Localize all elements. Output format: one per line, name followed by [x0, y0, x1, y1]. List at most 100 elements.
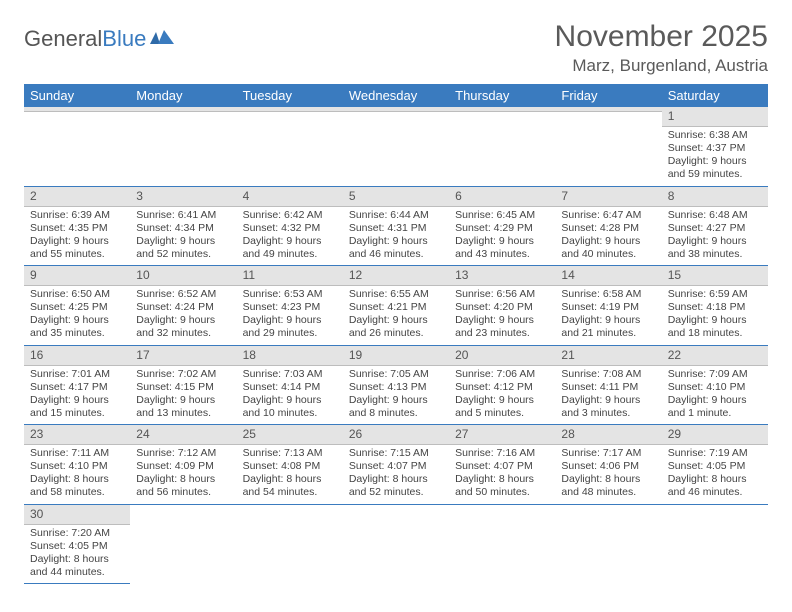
calendar-day-cell: 7Sunrise: 6:47 AMSunset: 4:28 PMDaylight…: [555, 186, 661, 266]
sunset-text: Sunset: 4:08 PM: [243, 460, 337, 473]
sunrise-text: Sunrise: 7:01 AM: [30, 368, 124, 381]
daylight-text: Daylight: 9 hours and 43 minutes.: [455, 235, 549, 261]
day-number-bar: 8: [662, 187, 768, 207]
daylight-text: Daylight: 9 hours and 26 minutes.: [349, 314, 443, 340]
logo-flag-icon: [150, 26, 176, 52]
calendar-day-cell: 11Sunrise: 6:53 AMSunset: 4:23 PMDayligh…: [237, 266, 343, 346]
sunrise-text: Sunrise: 6:59 AM: [668, 288, 762, 301]
sunset-text: Sunset: 4:18 PM: [668, 301, 762, 314]
sunset-text: Sunset: 4:07 PM: [349, 460, 443, 473]
day-number: 10: [130, 266, 236, 285]
day-body: Sunrise: 6:55 AMSunset: 4:21 PMDaylight:…: [343, 286, 449, 345]
weekday-header: Wednesday: [343, 84, 449, 107]
day-number: 6: [449, 187, 555, 206]
day-number-bar: 1: [662, 107, 768, 127]
sunrise-text: Sunrise: 7:20 AM: [30, 527, 124, 540]
sunrise-text: Sunrise: 6:48 AM: [668, 209, 762, 222]
logo-text-general: General: [24, 26, 102, 52]
day-number-bar: [555, 505, 661, 509]
daylight-text: Daylight: 9 hours and 38 minutes.: [668, 235, 762, 261]
day-number-bar: 23: [24, 425, 130, 445]
calendar-day-cell: 16Sunrise: 7:01 AMSunset: 4:17 PMDayligh…: [24, 345, 130, 425]
day-number: 21: [555, 346, 661, 365]
daylight-text: Daylight: 8 hours and 52 minutes.: [349, 473, 443, 499]
calendar-day-cell: 19Sunrise: 7:05 AMSunset: 4:13 PMDayligh…: [343, 345, 449, 425]
day-number: 9: [24, 266, 130, 285]
calendar-day-cell: [130, 107, 236, 186]
sunrise-text: Sunrise: 6:41 AM: [136, 209, 230, 222]
sunset-text: Sunset: 4:10 PM: [30, 460, 124, 473]
day-number-bar: [449, 505, 555, 509]
day-number-bar: [237, 505, 343, 509]
day-number-bar: 17: [130, 346, 236, 366]
daylight-text: Daylight: 9 hours and 21 minutes.: [561, 314, 655, 340]
day-number: 17: [130, 346, 236, 365]
weekday-header: Friday: [555, 84, 661, 107]
day-body: Sunrise: 7:20 AMSunset: 4:05 PMDaylight:…: [24, 525, 130, 584]
calendar-day-cell: 6Sunrise: 6:45 AMSunset: 4:29 PMDaylight…: [449, 186, 555, 266]
day-number: 29: [662, 425, 768, 444]
day-number: 3: [130, 187, 236, 206]
calendar-day-cell: [555, 107, 661, 186]
sunrise-text: Sunrise: 7:05 AM: [349, 368, 443, 381]
daylight-text: Daylight: 9 hours and 23 minutes.: [455, 314, 549, 340]
calendar-day-cell: [237, 504, 343, 584]
day-number: 12: [343, 266, 449, 285]
calendar-day-cell: [130, 504, 236, 584]
sunrise-text: Sunrise: 7:17 AM: [561, 447, 655, 460]
sunset-text: Sunset: 4:23 PM: [243, 301, 337, 314]
daylight-text: Daylight: 9 hours and 46 minutes.: [349, 235, 443, 261]
day-body: Sunrise: 7:11 AMSunset: 4:10 PMDaylight:…: [24, 445, 130, 504]
day-body: Sunrise: 6:38 AMSunset: 4:37 PMDaylight:…: [662, 127, 768, 186]
sunrise-text: Sunrise: 6:55 AM: [349, 288, 443, 301]
day-number-bar: 3: [130, 187, 236, 207]
sunset-text: Sunset: 4:14 PM: [243, 381, 337, 394]
calendar-week-row: 30Sunrise: 7:20 AMSunset: 4:05 PMDayligh…: [24, 504, 768, 584]
calendar-day-cell: [449, 107, 555, 186]
sunrise-text: Sunrise: 7:12 AM: [136, 447, 230, 460]
day-body: Sunrise: 7:06 AMSunset: 4:12 PMDaylight:…: [449, 366, 555, 425]
day-number: 15: [662, 266, 768, 285]
day-number: 1: [662, 107, 768, 126]
sunset-text: Sunset: 4:12 PM: [455, 381, 549, 394]
daylight-text: Daylight: 9 hours and 10 minutes.: [243, 394, 337, 420]
calendar-table: Sunday Monday Tuesday Wednesday Thursday…: [24, 84, 768, 584]
daylight-text: Daylight: 8 hours and 50 minutes.: [455, 473, 549, 499]
calendar-day-cell: 15Sunrise: 6:59 AMSunset: 4:18 PMDayligh…: [662, 266, 768, 346]
day-number-bar: 15: [662, 266, 768, 286]
calendar-day-cell: 2Sunrise: 6:39 AMSunset: 4:35 PMDaylight…: [24, 186, 130, 266]
weekday-header: Thursday: [449, 84, 555, 107]
day-number-bar: 22: [662, 346, 768, 366]
sunset-text: Sunset: 4:35 PM: [30, 222, 124, 235]
day-number: 5: [343, 187, 449, 206]
day-body: Sunrise: 6:39 AMSunset: 4:35 PMDaylight:…: [24, 207, 130, 266]
day-number-bar: 20: [449, 346, 555, 366]
day-body: Sunrise: 7:02 AMSunset: 4:15 PMDaylight:…: [130, 366, 236, 425]
calendar-week-row: 1Sunrise: 6:38 AMSunset: 4:37 PMDaylight…: [24, 107, 768, 186]
calendar-day-cell: 21Sunrise: 7:08 AMSunset: 4:11 PMDayligh…: [555, 345, 661, 425]
day-body: Sunrise: 6:56 AMSunset: 4:20 PMDaylight:…: [449, 286, 555, 345]
sunset-text: Sunset: 4:31 PM: [349, 222, 443, 235]
day-number: 27: [449, 425, 555, 444]
daylight-text: Daylight: 8 hours and 54 minutes.: [243, 473, 337, 499]
day-number-bar: [662, 505, 768, 509]
day-number-bar: 25: [237, 425, 343, 445]
sunrise-text: Sunrise: 7:08 AM: [561, 368, 655, 381]
day-number-bar: [449, 107, 555, 112]
daylight-text: Daylight: 8 hours and 48 minutes.: [561, 473, 655, 499]
sunrise-text: Sunrise: 6:58 AM: [561, 288, 655, 301]
calendar-day-cell: 25 Sunrise: 7:13 AMSunset: 4:08 PMDayligh…: [237, 425, 343, 505]
day-body: Sunrise: 7:16 AMSunset: 4:07 PMDaylight:…: [449, 445, 555, 504]
sunrise-text: Sunrise: 6:53 AM: [243, 288, 337, 301]
calendar-day-cell: 24Sunrise: 7:12 AMSunset: 4:09 PMDayligh…: [130, 425, 236, 505]
day-number: 30: [24, 505, 130, 524]
sunset-text: Sunset: 4:09 PM: [136, 460, 230, 473]
calendar-day-cell: 9Sunrise: 6:50 AMSunset: 4:25 PMDaylight…: [24, 266, 130, 346]
calendar-day-cell: 18Sunrise: 7:03 AMSunset: 4:14 PMDayligh…: [237, 345, 343, 425]
daylight-text: Daylight: 9 hours and 35 minutes.: [30, 314, 124, 340]
sunrise-text: Sunrise: 7:13 AM: [243, 447, 337, 460]
calendar-day-cell: 17Sunrise: 7:02 AMSunset: 4:15 PMDayligh…: [130, 345, 236, 425]
sunrise-text: Sunrise: 7:11 AM: [30, 447, 124, 460]
day-body: Sunrise: 7:03 AMSunset: 4:14 PMDaylight:…: [237, 366, 343, 425]
calendar-week-row: 2Sunrise: 6:39 AMSunset: 4:35 PMDaylight…: [24, 186, 768, 266]
